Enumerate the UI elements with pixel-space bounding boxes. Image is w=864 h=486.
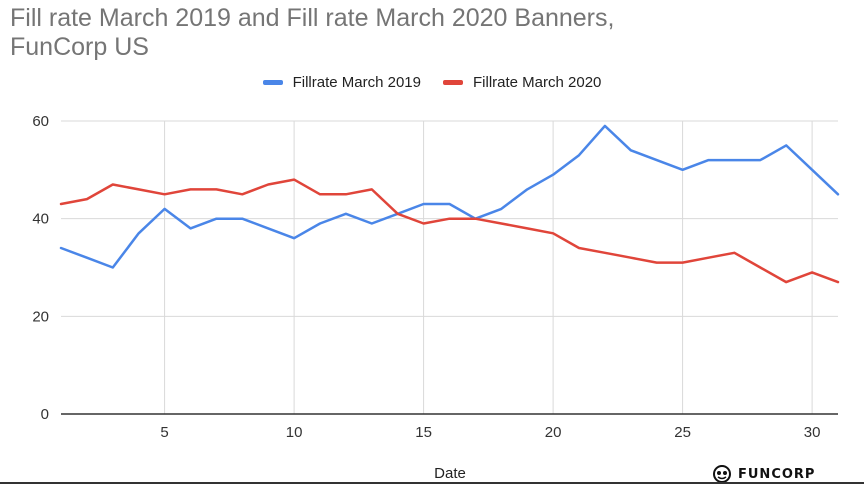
y-tick-label-60: 60 — [32, 113, 49, 130]
series-line-2019 — [59, 124, 840, 269]
legend-label-2019: Fillrate March 2019 — [292, 74, 421, 91]
legend-item-2020: Fillrate March 2020 — [443, 74, 601, 91]
x-tick-label-5: 5 — [160, 424, 168, 441]
chart-title-line-2: FunCorp US — [10, 33, 149, 61]
y-tick-label-20: 20 — [32, 308, 49, 325]
legend-label-2020: Fillrate March 2020 — [473, 74, 602, 91]
funcorp-logo-icon — [713, 465, 731, 483]
y-tick-label-0: 0 — [41, 406, 49, 423]
y-tick-label-40: 40 — [32, 211, 49, 228]
funcorp-brand: FUNCORP — [712, 465, 815, 483]
x-tick-label-10: 10 — [286, 424, 303, 441]
x-tick-label-30: 30 — [804, 424, 821, 441]
x-tick-label-20: 20 — [545, 424, 562, 441]
legend-item-2019: Fillrate March 2019 — [262, 74, 421, 91]
x-axis-label: Date — [434, 465, 466, 482]
bottom-border — [0, 482, 864, 484]
brand-name: FUNCORP — [738, 466, 816, 482]
chart-title-line-1: Fill rate March 2019 and Fill rate March… — [10, 4, 615, 32]
series-line-2020 — [59, 178, 840, 284]
chart-title: Fill rate March 2019 and Fill rate March… — [10, 4, 850, 62]
x-tick-label-25: 25 — [674, 424, 691, 441]
chart-legend: Fillrate March 2019 Fillrate March 2020 — [0, 74, 864, 91]
legend-swatch-2020 — [443, 80, 463, 85]
legend-swatch-2019 — [262, 80, 283, 85]
x-tick-label-15: 15 — [415, 424, 432, 441]
